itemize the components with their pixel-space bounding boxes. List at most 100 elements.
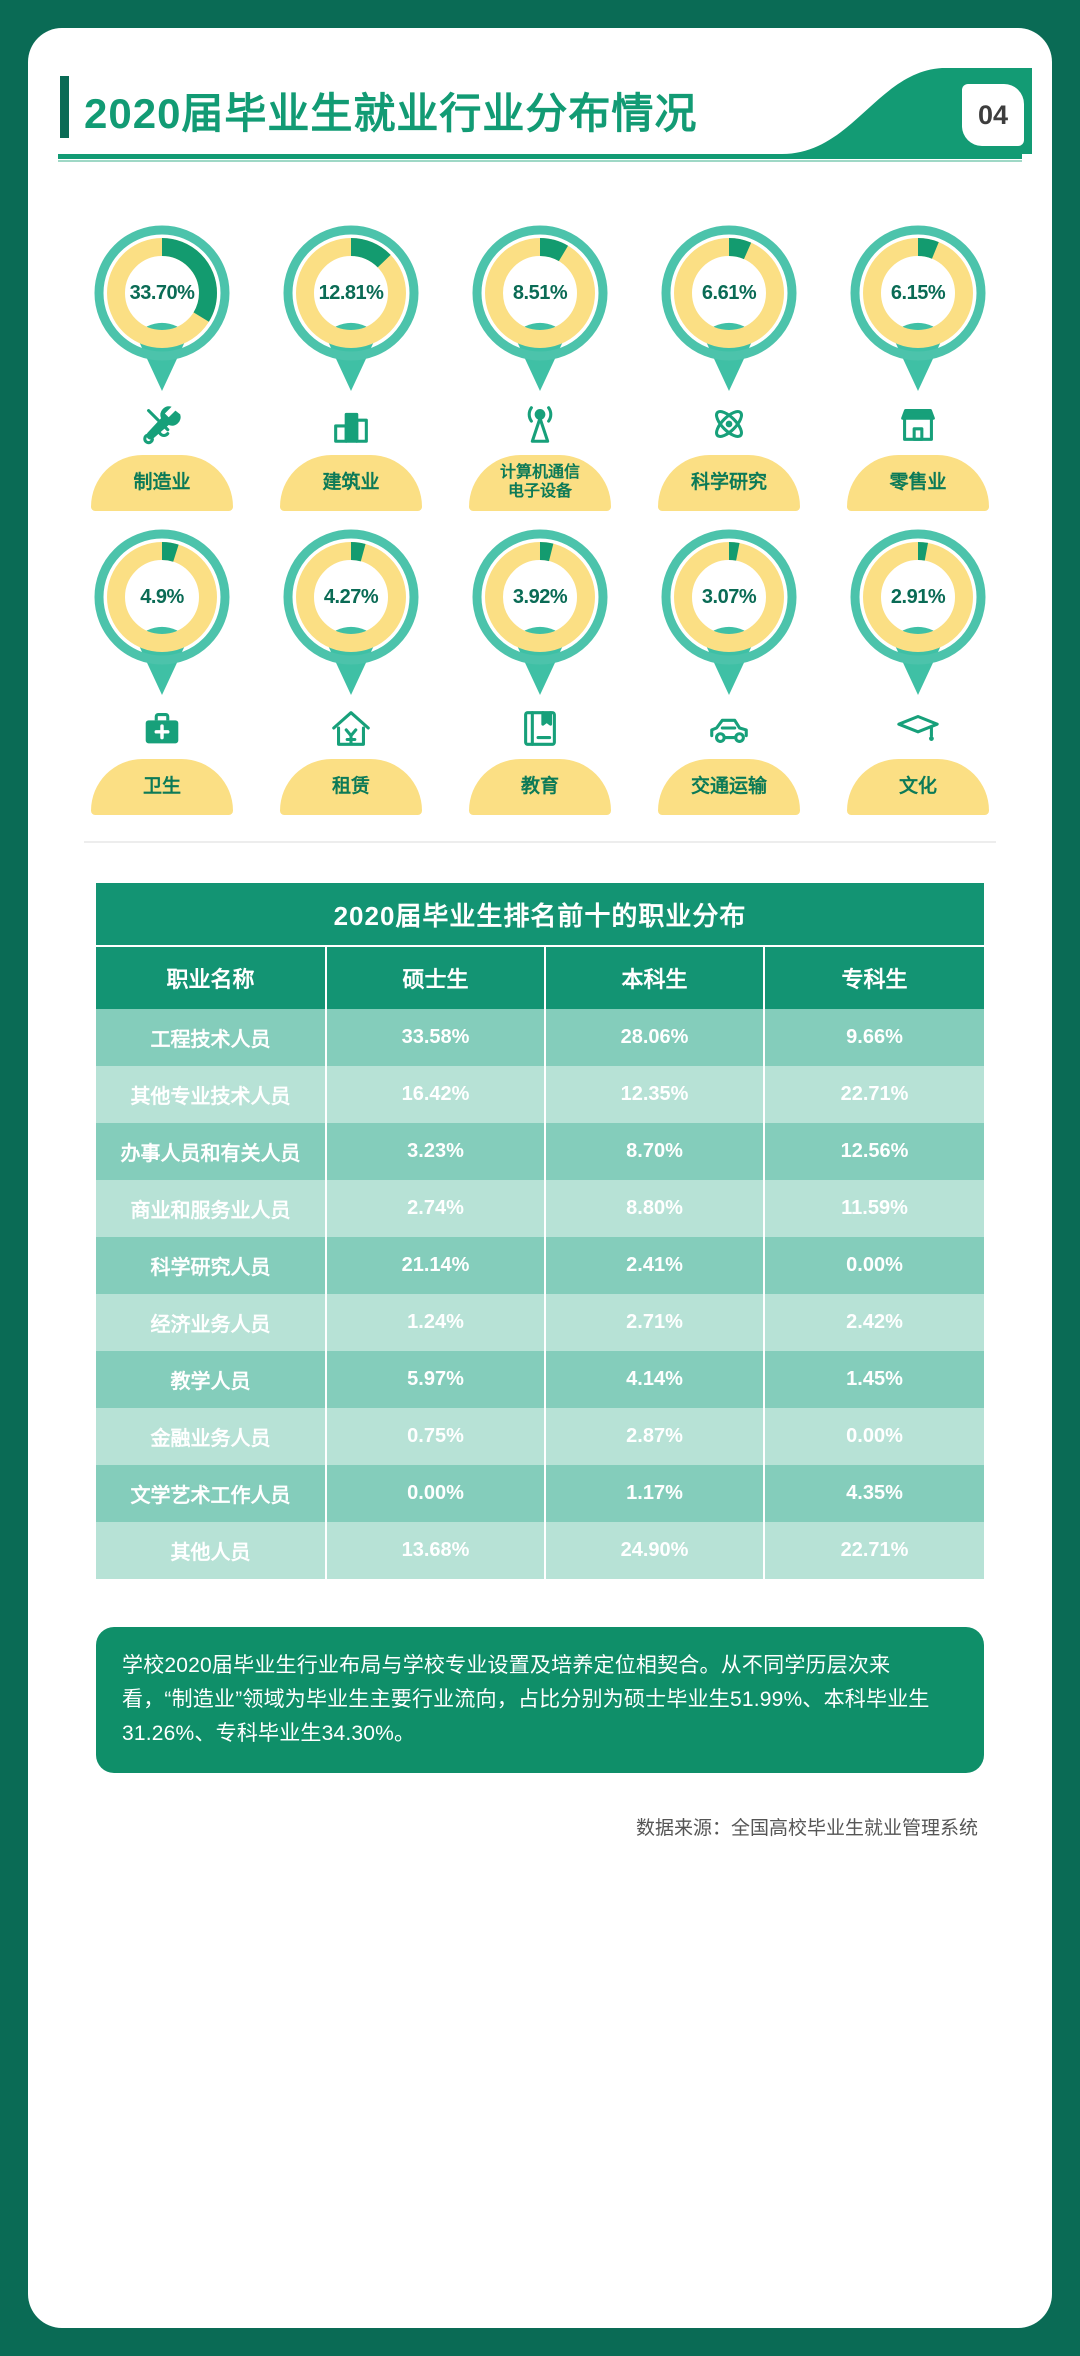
- shop-icon: [895, 395, 941, 447]
- header-rule: [58, 154, 1022, 159]
- page-header: 2020届毕业生就业行业分布情况 04: [28, 68, 1052, 193]
- industry-pin[interactable]: 6.15% 零售业: [836, 223, 1000, 511]
- donut-percent-label: 3.92%: [512, 585, 568, 608]
- percent-cell: 21.14%: [327, 1237, 546, 1294]
- industry-pin[interactable]: 2.91% 文化: [836, 527, 1000, 815]
- table-row: 科学研究人员 21.14% 2.41% 0.00%: [96, 1237, 984, 1294]
- industry-label: 计算机通信 电子设备: [469, 455, 611, 511]
- occupation-name-cell: 教学人员: [96, 1351, 327, 1408]
- industry-pin[interactable]: 3.07% 交通运输: [647, 527, 811, 815]
- percent-cell: 1.24%: [327, 1294, 546, 1351]
- industry-label: 卫生: [91, 759, 233, 815]
- occupation-name-cell: 科学研究人员: [96, 1237, 327, 1294]
- percent-cell: 2.41%: [546, 1237, 765, 1294]
- donut-percent-label: 6.61%: [701, 281, 757, 304]
- industry-pin[interactable]: 6.61% 科学研究: [647, 223, 811, 511]
- table-row: 金融业务人员 0.75% 2.87% 0.00%: [96, 1408, 984, 1465]
- percent-cell: 12.35%: [546, 1066, 765, 1123]
- donut-percent-label: 8.51%: [512, 281, 568, 304]
- donut-gauge: 6.15%: [848, 223, 988, 399]
- percent-cell: 33.58%: [327, 1009, 546, 1066]
- percent-cell: 4.14%: [546, 1351, 765, 1408]
- industry-donut-section: 33.70% 制造业 12.81% 建筑业 8.51% 计算机通信 电子设备 6.61% 科学研…: [28, 223, 1052, 815]
- percent-cell: 0.75%: [327, 1408, 546, 1465]
- page-number-text: 04: [977, 99, 1009, 130]
- donut-percent-label: 6.15%: [890, 281, 946, 304]
- industry-label: 制造业: [91, 455, 233, 511]
- donut-percent-label: 2.91%: [890, 585, 946, 608]
- header-rule-light: [58, 160, 1022, 162]
- donut-gauge: 6.61%: [659, 223, 799, 399]
- table-column-header: 硕士生: [327, 947, 546, 1009]
- percent-cell: 24.90%: [546, 1522, 765, 1579]
- percent-cell: 9.66%: [846, 1026, 903, 1048]
- table-column-header: 本科生: [546, 947, 765, 1009]
- tools-icon: [139, 395, 185, 447]
- donut-gauge: 4.9%: [92, 527, 232, 703]
- donut-row-top: 33.70% 制造业 12.81% 建筑业 8.51% 计算机通信 电子设备 6.61% 科学研…: [28, 223, 1052, 511]
- industry-pin[interactable]: 33.70% 制造业: [80, 223, 244, 511]
- percent-cell: 3.23%: [327, 1123, 546, 1180]
- donut-percent-label: 4.9%: [140, 585, 184, 608]
- donut-gauge: 2.91%: [848, 527, 988, 703]
- occupation-name-cell: 办事人员和有关人员: [96, 1123, 327, 1180]
- occupation-name-cell: 经济业务人员: [96, 1294, 327, 1351]
- industry-label: 交通运输: [658, 759, 800, 815]
- donut-gauge: 33.70%: [92, 223, 232, 399]
- car-icon: [706, 699, 752, 751]
- percent-cell: 8.80%: [546, 1180, 765, 1237]
- industry-label: 建筑业: [280, 455, 422, 511]
- data-source-footer: 数据来源：全国高校毕业生就业管理系统: [635, 1818, 978, 1840]
- table-row: 办事人员和有关人员 3.23% 8.70% 12.56%: [96, 1123, 984, 1180]
- table-row: 文学艺术工作人员 0.00% 1.17% 4.35%: [96, 1465, 984, 1522]
- page-number-badge: 04: [962, 84, 1024, 146]
- industry-pin[interactable]: 8.51% 计算机通信 电子设备: [458, 223, 622, 511]
- house-yuan-icon: [328, 699, 374, 751]
- donut-percent-label: 12.81%: [318, 281, 384, 304]
- occupation-table: 2020届毕业生排名前十的职业分布 职业名称 硕士生 本科生 专科生 工程技术人员 33…: [96, 883, 984, 1579]
- table-column-header: 专科生: [841, 967, 908, 992]
- occupation-name-cell: 金融业务人员: [96, 1408, 327, 1465]
- percent-cell: 2.71%: [546, 1294, 765, 1351]
- table-row: 教学人员 5.97% 4.14% 1.45%: [96, 1351, 984, 1408]
- percent-cell: 5.97%: [327, 1351, 546, 1408]
- percent-cell: 0.00%: [846, 1254, 903, 1276]
- percent-cell: 11.59%: [841, 1197, 908, 1219]
- percent-cell: 28.06%: [546, 1009, 765, 1066]
- donut-gauge: 12.81%: [281, 223, 421, 399]
- occupation-name-cell: 其他人员: [96, 1522, 327, 1579]
- industry-pin[interactable]: 4.27% 租赁: [269, 527, 433, 815]
- book-icon: [517, 699, 563, 751]
- percent-cell: 16.42%: [327, 1066, 546, 1123]
- industry-pin[interactable]: 4.9% 卫生: [80, 527, 244, 815]
- industry-label: 零售业: [847, 455, 989, 511]
- donut-gauge: 8.51%: [470, 223, 610, 399]
- industry-pin[interactable]: 12.81% 建筑业: [269, 223, 433, 511]
- table-column-header: 职业名称: [96, 947, 327, 1009]
- industry-label: 文化: [847, 759, 989, 815]
- percent-cell: 8.70%: [546, 1123, 765, 1180]
- table-row: 工程技术人员 33.58% 28.06% 9.66%: [96, 1009, 984, 1066]
- donut-percent-label: 33.70%: [129, 281, 195, 304]
- antenna-icon: [517, 395, 563, 447]
- graduation-cap-icon: [895, 699, 941, 751]
- occupation-name-cell: 文学艺术工作人员: [96, 1465, 327, 1522]
- donut-gauge: 4.27%: [281, 527, 421, 703]
- table-row: 商业和服务业人员 2.74% 8.80% 11.59%: [96, 1180, 984, 1237]
- percent-cell: 1.45%: [846, 1368, 903, 1390]
- medical-bag-icon: [139, 699, 185, 751]
- industry-pin[interactable]: 3.92% 教育: [458, 527, 622, 815]
- infographic-page: 2020届毕业生就业行业分布情况 04 33.70% 制造业 12.81% 建筑业 8.…: [28, 28, 1052, 2328]
- table-title: 2020届毕业生排名前十的职业分布: [96, 883, 984, 945]
- percent-cell: 4.35%: [846, 1482, 903, 1504]
- industry-label: 教育: [469, 759, 611, 815]
- table-row: 其他人员 13.68% 24.90% 22.71%: [96, 1522, 984, 1579]
- donut-row-bottom: 4.9% 卫生 4.27% 租赁 3.92% 教育 3.07% 交通运输 2.91% 文化: [28, 527, 1052, 815]
- header-accent-tick: [60, 76, 69, 138]
- table-row: 经济业务人员 1.24% 2.71% 2.42%: [96, 1294, 984, 1351]
- percent-cell: 22.71%: [840, 1083, 909, 1105]
- percent-cell: 0.00%: [327, 1465, 546, 1522]
- percent-cell: 1.17%: [546, 1465, 765, 1522]
- table-row: 其他专业技术人员 16.42% 12.35% 22.71%: [96, 1066, 984, 1123]
- donut-percent-label: 3.07%: [701, 585, 757, 608]
